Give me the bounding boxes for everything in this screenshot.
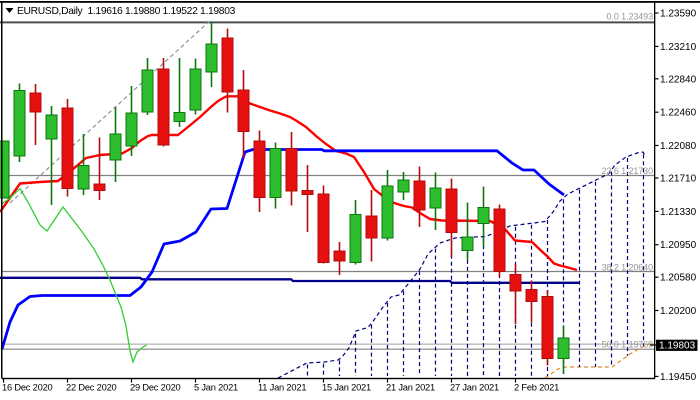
svg-text:1.22080: 1.22080 xyxy=(660,141,697,152)
svg-text:29 Dec 2020: 29 Dec 2020 xyxy=(130,383,181,393)
svg-text:1.21330: 1.21330 xyxy=(660,207,697,218)
svg-text:15 Jan 2021: 15 Jan 2021 xyxy=(322,383,371,393)
svg-text:1.21710: 1.21710 xyxy=(660,174,697,185)
svg-text:2 Feb 2021: 2 Feb 2021 xyxy=(514,383,559,393)
svg-text:1.22460: 1.22460 xyxy=(660,108,697,119)
svg-text:1.20580: 1.20580 xyxy=(660,273,697,284)
svg-text:22 Dec 2020: 22 Dec 2020 xyxy=(66,383,117,393)
svg-text:1.23590: 1.23590 xyxy=(660,9,697,20)
svg-text:11 Jan 2021: 11 Jan 2021 xyxy=(258,383,306,393)
svg-text:EURUSD,Daily 1.19616 1.19880: EURUSD,Daily 1.19616 1.19880 1.19522 1.1… xyxy=(17,6,236,17)
svg-text:23.6 1.21730: 23.6 1.21730 xyxy=(602,166,653,176)
svg-text:38.2 1.20640: 38.2 1.20640 xyxy=(602,263,653,273)
svg-text:1.22840: 1.22840 xyxy=(660,74,697,85)
svg-text:5 Jan 2021: 5 Jan 2021 xyxy=(194,383,238,393)
svg-text:1.20200: 1.20200 xyxy=(660,306,697,317)
svg-text:50.0 1.19769: 50.0 1.19769 xyxy=(602,339,653,349)
svg-text:1.20950: 1.20950 xyxy=(660,240,697,251)
svg-text:1.19803: 1.19803 xyxy=(659,341,696,352)
svg-text:27 Jan 2021: 27 Jan 2021 xyxy=(450,383,499,393)
svg-text:1.23210: 1.23210 xyxy=(660,42,697,53)
svg-text:21 Jan 2021: 21 Jan 2021 xyxy=(386,383,435,393)
svg-text:0.0 1.23493: 0.0 1.23493 xyxy=(607,12,654,22)
svg-text:1.19450: 1.19450 xyxy=(660,372,697,383)
svg-text:16 Dec 2020: 16 Dec 2020 xyxy=(2,383,53,393)
